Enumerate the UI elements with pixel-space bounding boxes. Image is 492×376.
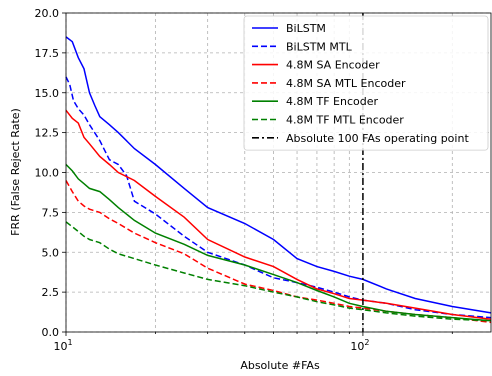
legend-label-4: 4.8M TF Encoder	[286, 95, 378, 108]
plot-frame	[65, 12, 492, 333]
x-tick-label: 102	[350, 338, 369, 353]
x-axis-label: Absolute #FAs	[240, 359, 320, 372]
legend-box	[243, 15, 489, 151]
series-line-0	[65, 36, 492, 314]
y-tick-label: 17.5	[35, 47, 60, 60]
y-tick-label: 2.5	[42, 286, 60, 299]
x-tick-label: 101	[53, 338, 72, 353]
series-line-4	[65, 163, 492, 322]
y-tick-label: 0.0	[42, 326, 60, 339]
legend-label-2: 4.8M SA Encoder	[286, 59, 380, 72]
axes: 0.0 2.5 5.0 7.5 10.0 12.5 15.0 17.5 20.0 101 102	[35, 7, 492, 353]
legend: BiLSTM BiLSTM MTL 4.8M SA Encoder 4.8M SA M…	[243, 15, 489, 151]
y-tick-label: 20.0	[35, 7, 60, 20]
legend-label-1: BiLSTM MTL	[286, 40, 353, 53]
legend-label-6: Absolute 100 FAs operating point	[286, 132, 469, 145]
y-tick-label: 7.5	[42, 206, 60, 219]
y-axis-label: FRR (False Reject Rate)	[9, 108, 22, 236]
y-tick-label: 10.0	[35, 167, 60, 180]
series-line-2	[65, 109, 492, 320]
series-line-5	[65, 221, 492, 322]
legend-label-5: 4.8M TF MTL Encoder	[286, 114, 404, 127]
y-tick-label: 15.0	[35, 87, 60, 100]
y-tick-label: 5.0	[42, 246, 60, 259]
legend-label-3: 4.8M SA MTL Encoder	[286, 77, 406, 90]
y-tick-label: 12.5	[35, 127, 60, 140]
legend-label-0: BiLSTM	[286, 22, 326, 35]
